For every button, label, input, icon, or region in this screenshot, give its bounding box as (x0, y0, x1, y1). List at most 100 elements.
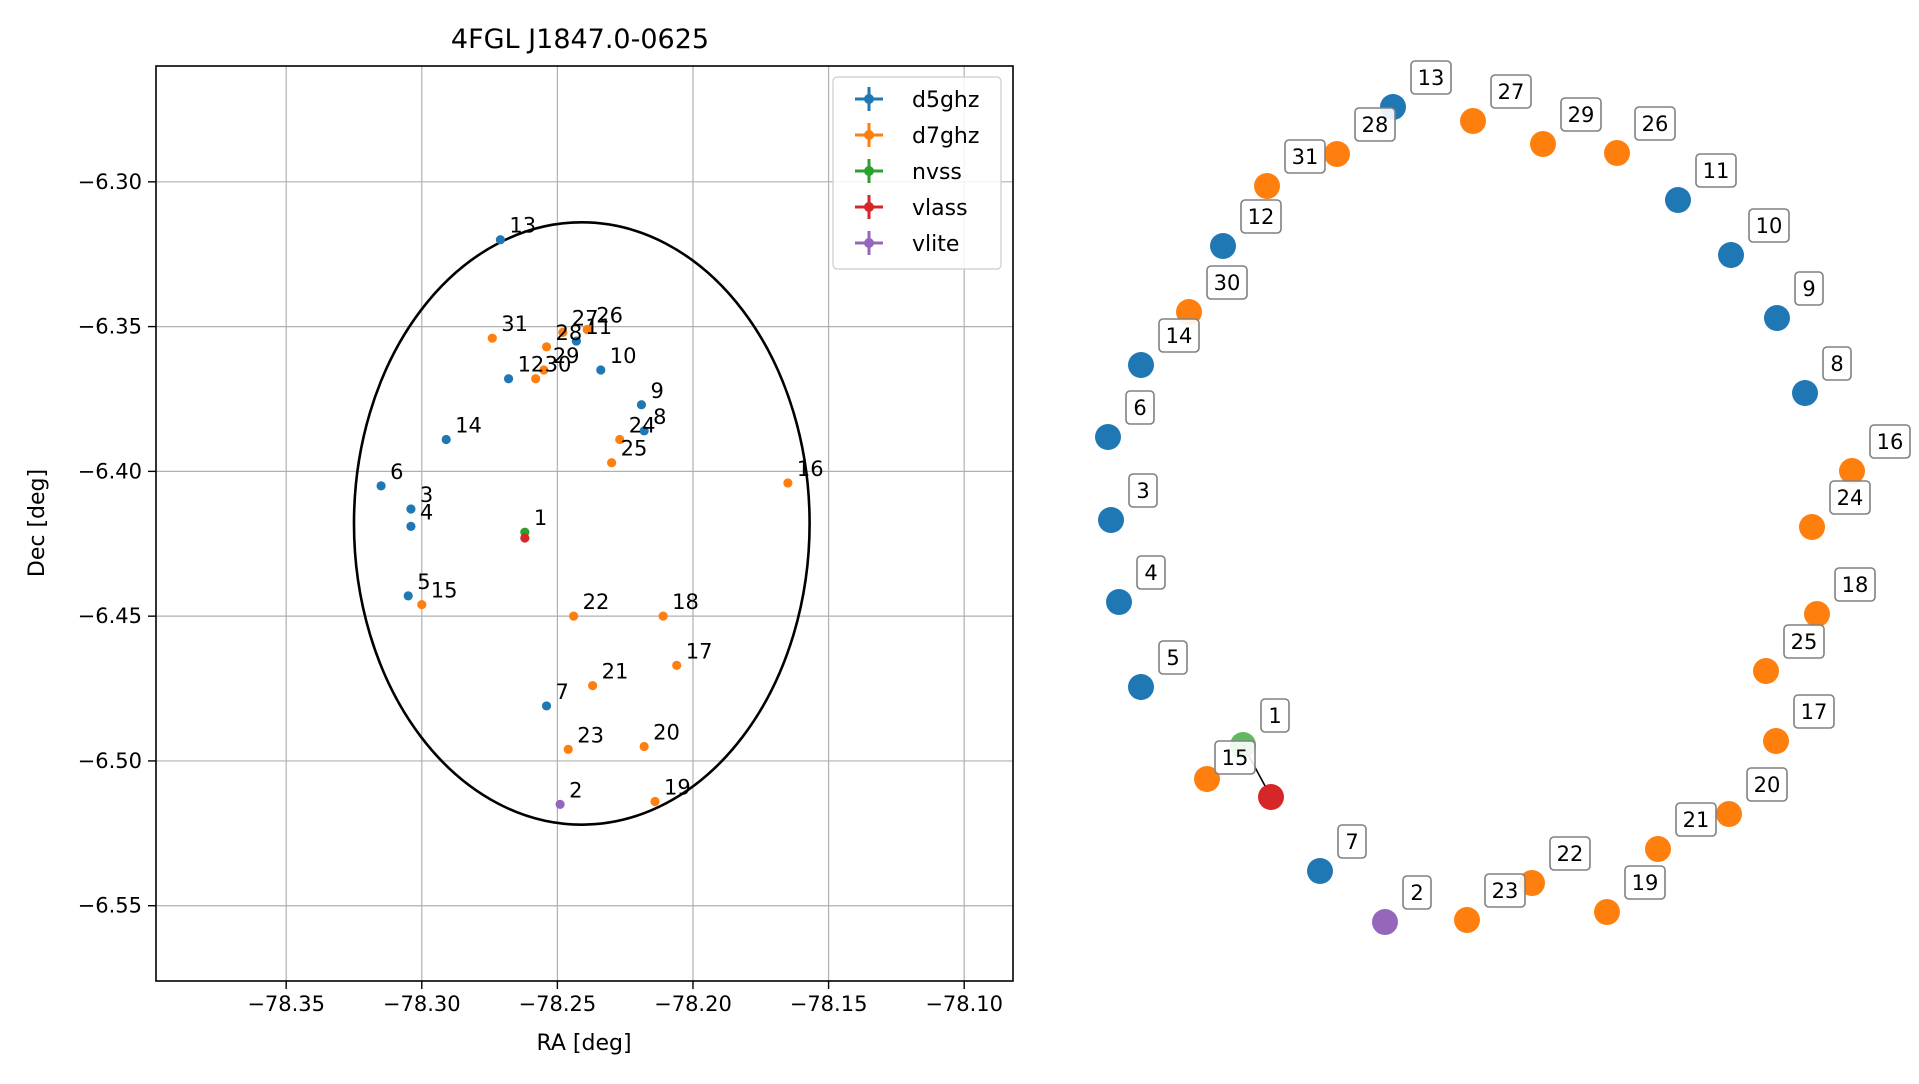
marker-label-7: 7 (1345, 830, 1358, 854)
point-vlite-2 (555, 799, 565, 809)
marker-d7ghz-19 (1594, 899, 1620, 925)
point-label-19: 19 (664, 775, 691, 799)
legend-label-d7ghz: d7ghz (912, 124, 979, 149)
marker-d7ghz-29 (1530, 131, 1556, 157)
point-label-22: 22 (583, 590, 610, 614)
marker-d5ghz-4 (1106, 589, 1132, 615)
label-box-5 (1158, 640, 1188, 675)
legend: d5ghz d7ghz nvss vlass vlite (832, 76, 1002, 270)
marker-label-28: 28 (1362, 113, 1389, 137)
label-box-2 (1402, 875, 1432, 910)
point-d7ghz-30 (531, 374, 541, 384)
data-points (376, 235, 793, 809)
point-label-16: 16 (797, 457, 824, 481)
marker-label-6: 6 (1133, 396, 1146, 420)
point-d7ghz-27 (558, 327, 568, 337)
point-label-18: 18 (672, 590, 699, 614)
label-box-16 (1869, 424, 1911, 459)
legend-dot-vlite (864, 238, 874, 248)
marker-d7ghz-20 (1716, 801, 1742, 827)
marker-label-30: 30 (1214, 271, 1241, 295)
marker-label-20: 20 (1754, 773, 1781, 797)
label-box-20 (1746, 767, 1788, 802)
marker-label-18: 18 (1842, 573, 1869, 597)
marker-label-12: 12 (1248, 205, 1275, 229)
point-label-31: 31 (501, 312, 528, 336)
marker-label-14: 14 (1166, 324, 1193, 348)
point-label-10: 10 (610, 344, 637, 368)
legend-dot-d5ghz (864, 94, 874, 104)
point-d7ghz-31 (487, 333, 497, 343)
marker-d7ghz-31 (1254, 173, 1280, 199)
marker-vlass-1 (1258, 784, 1284, 810)
marker-d5ghz-5 (1128, 674, 1154, 700)
label-box-31 (1284, 139, 1326, 174)
legend-dot-nvss (864, 166, 874, 176)
point-labels: 3456789101112131415161718192021222324252… (390, 214, 824, 803)
point-d5ghz-12 (503, 374, 514, 384)
marker-d5ghz-3 (1098, 507, 1124, 533)
point-label-3: 3 (420, 483, 433, 507)
marker-label-8: 8 (1830, 352, 1843, 376)
marker-d7ghz-21 (1645, 836, 1671, 862)
y-tick-label: −6.55 (78, 894, 142, 918)
legend-label-nvss: nvss (912, 160, 962, 185)
x-tick-label: −78.20 (654, 992, 732, 1016)
label-box-25 (1783, 624, 1825, 659)
label-box-10 (1748, 208, 1790, 243)
label-box-8 (1822, 346, 1852, 381)
x-axis-label: RA [deg] (536, 1031, 631, 1056)
label-box-26 (1634, 106, 1676, 141)
marker-d7ghz-28 (1324, 141, 1350, 167)
marker-d7ghz-27 (1460, 108, 1486, 134)
marker-label-15: 15 (1222, 746, 1249, 770)
y-axis-label: Dec [deg] (25, 469, 50, 577)
point-label-27: 27 (572, 306, 599, 330)
marker-label-22: 22 (1557, 842, 1584, 866)
label-box-19 (1624, 865, 1666, 900)
marker-d7ghz-16 (1839, 458, 1865, 484)
legend-label-d5ghz: d5ghz (912, 88, 979, 113)
point-d7ghz-22 (569, 611, 579, 621)
y-tick-label: −6.40 (78, 459, 142, 483)
point-label-24: 24 (629, 414, 656, 438)
label-box-28 (1354, 107, 1396, 142)
marker-d5ghz-8 (1792, 380, 1818, 406)
label-box-17 (1793, 694, 1835, 729)
marker-label-11: 11 (1703, 159, 1730, 183)
x-tick-label: −78.10 (925, 992, 1003, 1016)
marker-label-17: 17 (1801, 700, 1828, 724)
label-box-30 (1206, 265, 1248, 300)
marker-label-5: 5 (1166, 646, 1179, 670)
x-axis-ticks: −78.35 −78.30 −78.25 −78.20 −78.15 −78.10 (247, 981, 1003, 1016)
y-tick-label: −6.50 (78, 749, 142, 773)
point-d7ghz-23 (563, 744, 573, 754)
point-d7ghz-16 (783, 478, 793, 488)
label-box-21 (1675, 802, 1717, 837)
legend-dot-vlass (864, 202, 874, 212)
y-tick-label: −6.45 (78, 604, 142, 628)
marker-label-10: 10 (1756, 214, 1783, 238)
point-label-15: 15 (431, 579, 458, 603)
point-d7ghz-17 (672, 660, 682, 670)
marker-label-9: 9 (1802, 277, 1815, 301)
error-ellipse (352, 221, 811, 826)
point-label-6: 6 (390, 460, 403, 484)
point-d7ghz-20 (639, 741, 649, 752)
y-tick-label: −6.35 (78, 315, 142, 339)
point-d7ghz-28 (541, 342, 552, 352)
marker-label-13: 13 (1418, 66, 1445, 90)
error-ellipse-layer (352, 221, 811, 826)
point-d5ghz-11 (571, 336, 581, 346)
point-label-4: 4 (420, 500, 433, 524)
point-d5ghz-6 (376, 481, 386, 491)
point-label-26: 26 (596, 303, 623, 327)
marker-d5ghz-9 (1764, 305, 1790, 331)
legend-box (832, 76, 1002, 270)
point-d7ghz-15 (417, 599, 427, 610)
point-label-5: 5 (417, 570, 430, 594)
label-box-23 (1484, 873, 1526, 908)
label-box-22 (1549, 836, 1591, 871)
point-d7ghz-29 (539, 365, 549, 375)
